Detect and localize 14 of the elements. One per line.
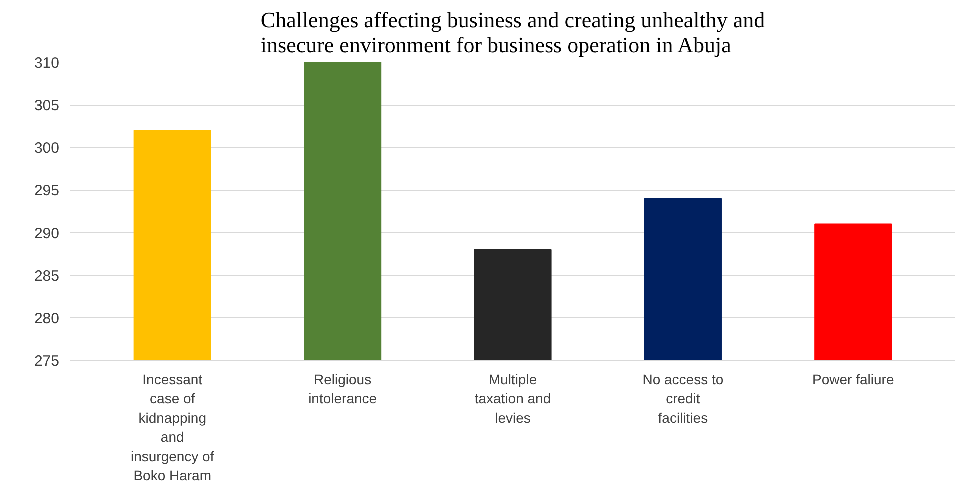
y-tick-label: 305 xyxy=(34,98,60,115)
x-tick-label: No access to credit facilities xyxy=(642,372,724,426)
y-tick-label: 300 xyxy=(34,140,60,158)
y-tick-label: 290 xyxy=(34,225,60,242)
x-tick-label: Multiple taxation and levies xyxy=(474,372,552,426)
y-tick-label: 295 xyxy=(34,182,60,200)
x-tick-label: Power faliure xyxy=(812,372,894,388)
y-tick-label: 280 xyxy=(34,310,60,328)
x-tick-label: Religious intolerance xyxy=(308,372,378,407)
y-tick-label: 285 xyxy=(34,268,60,285)
y-tick-label: 275 xyxy=(34,353,60,370)
x-tick-label: Incessant case of kidnapping and insurgency of Boko Haram xyxy=(130,372,214,484)
chart-title: Challenges affecting business and creating unhealthy and insecure environment for business operation in Abuja xyxy=(260,8,766,58)
y-tick-label: 310 xyxy=(34,55,60,72)
